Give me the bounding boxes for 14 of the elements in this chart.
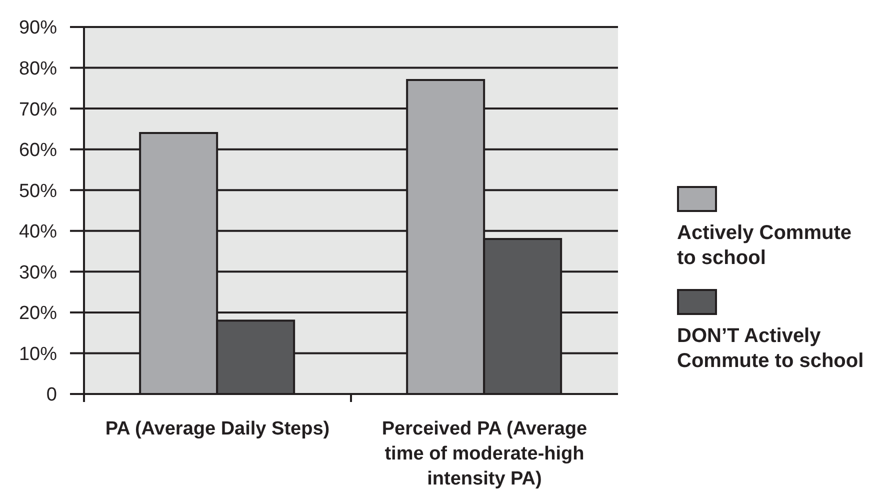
- legend-label: DON’T Actively Commute to school: [677, 324, 865, 374]
- y-tick-label: 70%: [18, 99, 58, 120]
- y-tick-label: 90%: [18, 18, 58, 39]
- legend-label: Actively Commute to school: [677, 221, 852, 271]
- y-tick-label: 30%: [18, 262, 58, 284]
- y-tick-label: 0: [46, 384, 57, 406]
- y-tick-label: 10%: [18, 344, 58, 365]
- y-tick-label: 60%: [18, 140, 58, 162]
- x-tick-label: PA (Average Daily Steps): [105, 418, 330, 440]
- y-tick-label: 40%: [18, 222, 58, 243]
- y-tick-label: 80%: [18, 58, 58, 80]
- x-tick-label: Perceived PA (Average time of moderate-high intensity PA): [382, 418, 588, 490]
- y-tick-label: 50%: [18, 180, 58, 202]
- y-tick-label: 20%: [18, 303, 58, 324]
